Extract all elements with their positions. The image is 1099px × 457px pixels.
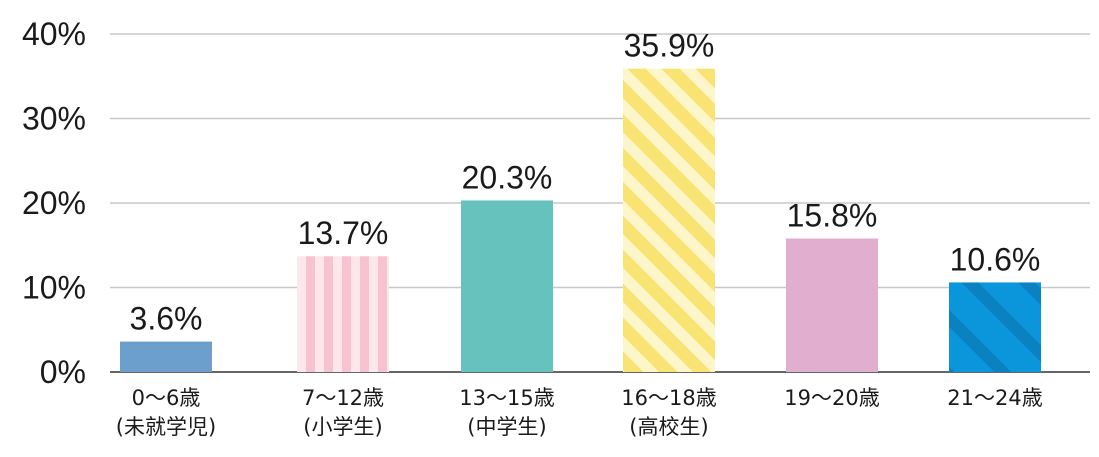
y-tick-label: 20% — [22, 185, 86, 221]
x-category-label: (未就学児) — [116, 415, 216, 439]
data-label: 15.8% — [787, 197, 878, 233]
gridlines — [110, 33, 1090, 373]
y-tick-label: 10% — [22, 270, 86, 306]
x-category-label: 19〜20歳 — [784, 386, 879, 410]
x-category-label: (高校生) — [629, 415, 708, 439]
x-category-label: 0〜6歳 — [132, 386, 201, 410]
data-label: 35.9% — [624, 28, 715, 64]
data-label: 10.6% — [950, 241, 1041, 277]
data-label: 13.7% — [298, 215, 389, 251]
data-label: 3.6% — [130, 301, 203, 337]
data-label: 20.3% — [462, 159, 553, 195]
bar — [623, 68, 715, 373]
x-category-label: 13〜15歳 — [459, 386, 554, 410]
x-category-label: 7〜12歳 — [302, 386, 384, 410]
bar — [461, 200, 553, 372]
bar — [949, 282, 1041, 372]
bars — [120, 68, 1041, 373]
x-category-label: 16〜18歳 — [621, 386, 716, 410]
y-tick-label: 40% — [22, 16, 86, 52]
y-tick-label: 30% — [22, 101, 86, 137]
y-axis-ticks: 0% 10% 20% 30% 40% — [22, 16, 86, 390]
x-category-label: (小学生) — [303, 415, 382, 439]
bar — [786, 238, 878, 372]
bar — [297, 256, 389, 372]
data-labels: 3.6% 13.7% 20.3% 35.9% 15.8% 10.6% — [130, 28, 1041, 337]
bar — [120, 341, 212, 372]
x-category-label: (中学生) — [467, 415, 546, 439]
y-tick-label: 0% — [40, 354, 86, 390]
x-axis-categories: 0〜6歳 (未就学児) 7〜12歳 (小学生) 13〜15歳 (中学生) 16〜18歳 (高校… — [116, 386, 1043, 439]
x-category-label: 21〜24歳 — [947, 386, 1042, 410]
